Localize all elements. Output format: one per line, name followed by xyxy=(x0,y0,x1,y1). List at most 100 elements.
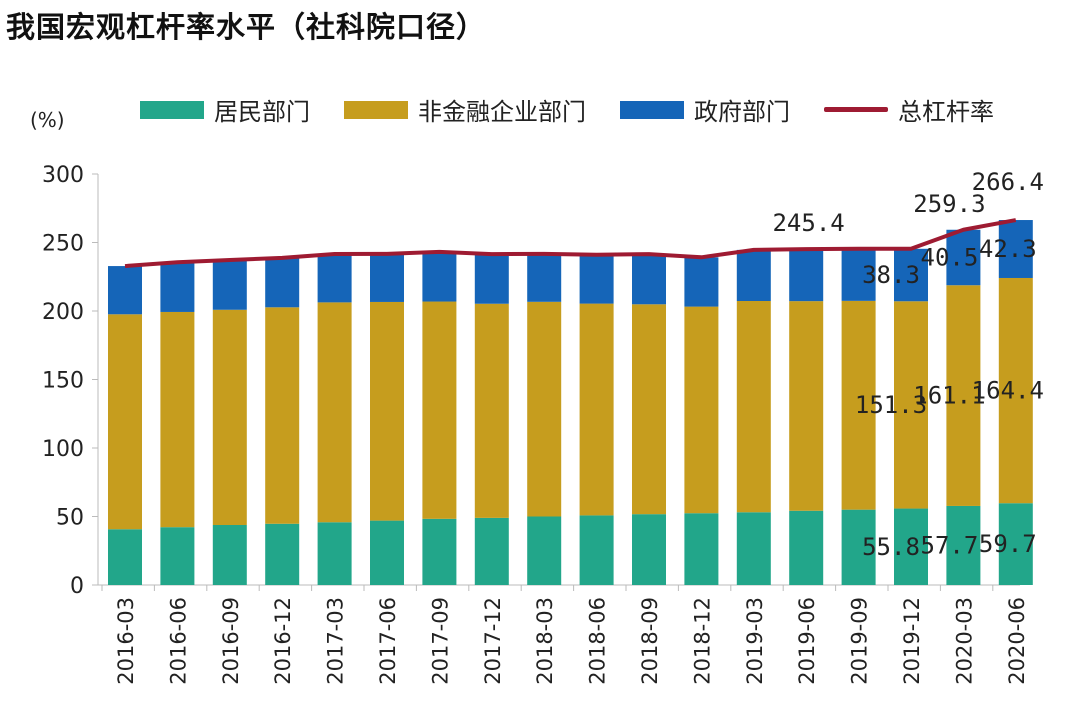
bar-government xyxy=(108,266,142,315)
bar-government xyxy=(684,257,719,307)
data-label: 42.3 xyxy=(979,235,1037,263)
bar-corporate xyxy=(946,285,981,506)
bar-household xyxy=(422,518,457,585)
x-tick-label: 2019-09 xyxy=(848,597,872,685)
bar-household xyxy=(632,514,666,585)
bar-government xyxy=(370,253,404,302)
y-tick-label: 150 xyxy=(42,369,84,394)
bar-government xyxy=(422,251,457,302)
bar-household xyxy=(998,503,1033,585)
legend-item-corporate: 非金融企业部门 xyxy=(344,92,586,127)
chart-legend: 居民部门 非金融企业部门 政府部门 总杠杆率 xyxy=(140,92,1028,127)
bar-government xyxy=(265,257,300,308)
bar-government xyxy=(527,253,562,302)
bar-corporate xyxy=(736,300,771,513)
legend-line-total xyxy=(824,107,888,112)
y-tick-label: 100 xyxy=(42,437,84,462)
line-total-leverage xyxy=(124,218,1017,269)
bar-household xyxy=(789,510,824,585)
bar-household xyxy=(160,527,195,585)
legend-label-corporate: 非金融企业部门 xyxy=(418,98,586,126)
x-tick-label: 2016-03 xyxy=(114,597,138,685)
bar-corporate xyxy=(841,300,876,510)
bar-government xyxy=(160,262,195,312)
bar-household xyxy=(946,505,981,585)
bar-government xyxy=(736,249,771,301)
bar-government xyxy=(317,254,352,303)
bar-household xyxy=(894,508,928,585)
bar-corporate xyxy=(370,301,404,521)
x-tick-label: 2019-12 xyxy=(900,597,924,685)
y-tick-label: 50 xyxy=(56,506,84,531)
data-label: 57.7 xyxy=(921,531,979,559)
bar-household xyxy=(579,515,614,585)
x-tick-label: 2017-06 xyxy=(376,597,400,685)
legend-swatch-government xyxy=(620,100,684,119)
bar-corporate xyxy=(527,301,562,517)
legend-label-government: 政府部门 xyxy=(694,98,790,126)
bar-household xyxy=(212,524,247,585)
bar-government xyxy=(841,248,876,301)
data-label: 151.3 xyxy=(855,391,927,419)
bar-corporate xyxy=(212,309,247,525)
x-tick-label: 2017-12 xyxy=(481,597,505,685)
bar-government xyxy=(212,260,247,310)
data-label: 245.4 xyxy=(772,209,844,237)
x-tick-label: 2018-12 xyxy=(690,597,714,685)
chart-title: 我国宏观杠杆率水平（社科院口径） xyxy=(6,10,487,44)
bar-household xyxy=(108,529,142,585)
bar-corporate xyxy=(998,277,1033,504)
legend-item-total: 总杠杆率 xyxy=(824,92,994,127)
bar-government xyxy=(998,220,1033,278)
legend-label-household: 居民部门 xyxy=(214,98,310,126)
legend-swatch-corporate xyxy=(344,100,408,119)
bar-household xyxy=(684,513,719,585)
bar-household xyxy=(736,512,771,585)
bar-household xyxy=(370,520,404,585)
bar-government xyxy=(632,254,666,305)
data-label: 38.3 xyxy=(862,261,920,289)
bar-corporate xyxy=(894,301,928,509)
bar-government xyxy=(789,249,824,302)
y-tick-label: 250 xyxy=(42,232,84,257)
legend-item-government: 政府部门 xyxy=(620,92,790,127)
x-tick-label: 2019-06 xyxy=(795,597,819,685)
bar-government xyxy=(474,254,509,304)
data-label: 59.7 xyxy=(979,530,1037,558)
bar-corporate xyxy=(579,303,614,516)
bar-government xyxy=(894,248,928,302)
bar-corporate xyxy=(160,311,195,528)
bar-government xyxy=(579,254,614,304)
bar-corporate xyxy=(265,307,300,524)
bar-government xyxy=(946,229,981,286)
bar-household xyxy=(317,522,352,585)
bar-corporate xyxy=(474,303,509,518)
data-label: 164.4 xyxy=(972,377,1044,405)
y-axis-unit: (%) xyxy=(30,108,65,132)
x-tick-label: 2016-09 xyxy=(219,597,243,685)
bar-household xyxy=(527,516,562,585)
x-tick-label: 2020-03 xyxy=(952,597,976,685)
legend-item-household: 居民部门 xyxy=(140,92,310,127)
data-label: 259.3 xyxy=(913,190,985,218)
x-tick-label: 2016-12 xyxy=(271,597,295,685)
bar-corporate xyxy=(317,302,352,523)
bar-household xyxy=(841,509,876,585)
x-tick-label: 2020-06 xyxy=(1005,597,1029,685)
bar-corporate xyxy=(422,301,457,519)
bar-corporate xyxy=(684,306,719,514)
bar-household xyxy=(474,517,509,585)
x-tick-label: 2016-06 xyxy=(166,597,190,685)
bar-household xyxy=(265,523,300,585)
data-label: 266.4 xyxy=(972,168,1044,196)
y-tick-label: 0 xyxy=(70,574,84,599)
bar-corporate xyxy=(789,301,824,511)
y-tick-label: 300 xyxy=(42,163,84,188)
x-tick-label: 2018-03 xyxy=(533,597,557,685)
x-tick-label: 2017-09 xyxy=(428,597,452,685)
x-tick-label: 2019-03 xyxy=(743,597,767,685)
y-tick-label: 200 xyxy=(42,300,84,325)
legend-swatch-household xyxy=(140,100,204,119)
data-label: 55.8 xyxy=(862,533,920,561)
